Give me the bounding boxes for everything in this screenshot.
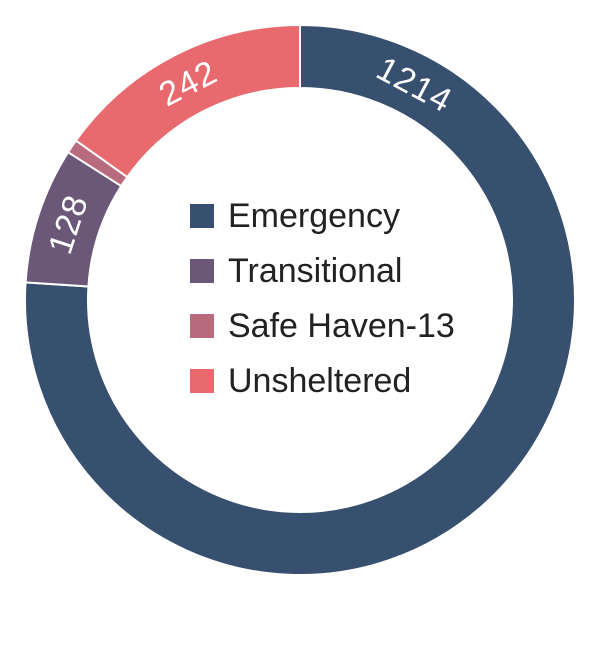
legend-label-transitional: Transitional <box>228 252 402 290</box>
legend-swatch-safe-haven-13 <box>190 314 214 338</box>
legend-label-safe-haven-13: Safe Haven-13 <box>228 307 455 345</box>
legend-label-emergency: Emergency <box>228 197 400 235</box>
legend-swatch-transitional <box>190 259 214 283</box>
legend-swatch-unsheltered <box>190 369 214 393</box>
donut-slices <box>24 23 576 576</box>
legend-swatch-emergency <box>190 204 214 228</box>
slice-unsheltered <box>74 23 301 179</box>
legend-label-unsheltered: Unsheltered <box>228 362 411 400</box>
slice-emergency <box>24 23 576 576</box>
legend: Emergency Transitional Safe Haven-13 Unshel… <box>190 197 455 400</box>
